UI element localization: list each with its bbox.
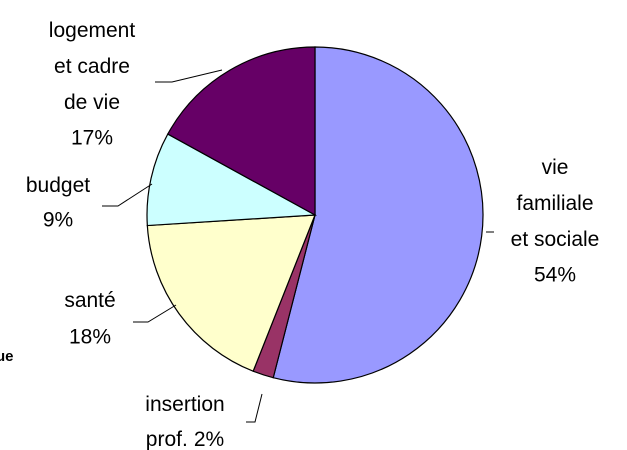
- pie-slice: [166, 46, 316, 217]
- pie-slice: [146, 133, 318, 227]
- label-line: prof.: [146, 428, 188, 450]
- leader-line: [102, 183, 153, 207]
- label-line: de vie: [64, 91, 120, 114]
- slice-label: insertion: [145, 393, 224, 416]
- value-label: 18%: [69, 326, 111, 349]
- label-line: et cadre: [54, 55, 130, 78]
- slice-label: budget: [26, 174, 90, 197]
- slice-label: de vie: [64, 91, 120, 114]
- label-line: insertion: [145, 393, 224, 416]
- value-label: 2%: [194, 428, 224, 450]
- label-line: budget: [26, 174, 90, 197]
- value-label: 17%: [71, 127, 113, 150]
- slice-label: prof. 2%: [146, 428, 224, 450]
- leader-line: [246, 393, 263, 423]
- pie-slice: [272, 46, 484, 384]
- label-line: et sociale: [511, 228, 600, 251]
- value-label: 54%: [534, 264, 576, 287]
- slice-label: et sociale: [511, 228, 600, 251]
- leader-line: [155, 69, 223, 83]
- leader-line: [133, 304, 177, 323]
- slice-label: vie: [542, 156, 569, 179]
- pie-slice: [146, 214, 316, 372]
- cut-off-label: ue: [0, 348, 14, 365]
- label-line: familiale: [516, 192, 593, 215]
- value-label: 9%: [43, 209, 73, 232]
- label-line: logement: [49, 19, 136, 42]
- label-line: vie: [542, 156, 569, 179]
- slice-label: et cadre: [54, 55, 130, 78]
- slice-label: familiale: [516, 192, 593, 215]
- slice-label: logement: [49, 19, 136, 42]
- slice-label: santé: [64, 289, 115, 312]
- label-line: santé: [64, 289, 115, 312]
